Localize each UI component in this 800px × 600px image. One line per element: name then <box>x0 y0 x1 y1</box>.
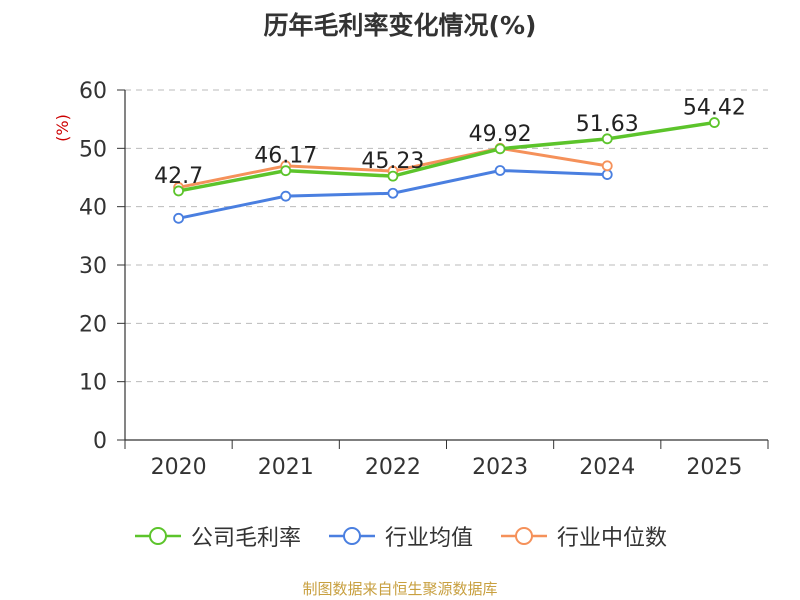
data-label-2023: 49.92 <box>469 122 532 147</box>
legend-marker-industry-median <box>501 527 547 545</box>
y-tick-label-10: 10 <box>79 371 107 396</box>
x-tick-label-2020: 2020 <box>151 455 207 480</box>
y-tick-label-0: 0 <box>93 429 107 454</box>
y-tick-label-60: 60 <box>79 79 107 104</box>
legend: 公司毛利率 行业均值 行业中位数 <box>0 520 800 552</box>
x-tick-label-2024: 2024 <box>579 455 635 480</box>
data-label-2020: 42.7 <box>154 164 203 189</box>
point-0-2024 <box>601 133 613 145</box>
legend-marker-company <box>134 527 181 545</box>
point-1-2020 <box>173 212 184 224</box>
y-tick-label-50: 50 <box>79 137 107 162</box>
data-label-2021: 46.17 <box>254 144 317 169</box>
legend-item-industry-mean[interactable]: 行业均值 <box>327 520 473 552</box>
point-1-2022 <box>387 187 399 199</box>
point-0-2020 <box>173 185 184 197</box>
x-tick-label-2021: 2021 <box>258 455 314 480</box>
x-tick-label-2022: 2022 <box>365 455 421 480</box>
point-1-2024 <box>601 169 613 180</box>
point-1-2021 <box>280 190 292 202</box>
chart-title: 历年毛利率变化情况(%) <box>263 11 537 40</box>
y-tick-label-30: 30 <box>79 254 107 279</box>
legend-item-company[interactable]: 公司毛利率 <box>133 520 301 552</box>
x-tick-label-2025: 2025 <box>686 455 742 480</box>
point-0-2021 <box>280 165 292 177</box>
series-line-0 <box>178 120 715 193</box>
legend-item-industry-median[interactable]: 行业中位数 <box>499 520 667 552</box>
point-1-2023 <box>494 165 506 176</box>
y-tick-label-40: 40 <box>79 196 107 221</box>
y-tick-label-20: 20 <box>79 312 107 337</box>
point-2-2024 <box>601 160 613 172</box>
data-label-2022: 45.23 <box>361 149 424 174</box>
point-0-2023 <box>494 143 506 155</box>
x-tick-label-2023: 2023 <box>472 455 528 480</box>
legend-label-industry-median: 行业中位数 <box>557 526 668 551</box>
legend-label-company: 公司毛利率 <box>190 526 301 551</box>
source-note: 制图数据来自恒生聚源数据库 <box>302 580 498 598</box>
point-0-2025 <box>709 117 720 128</box>
data-label-2024: 51.63 <box>576 112 639 137</box>
point-0-2022 <box>387 170 399 182</box>
y-axis-label: (%) <box>53 114 72 142</box>
legend-label-industry-mean: 行业均值 <box>384 526 473 551</box>
data-label-2025: 54.42 <box>683 96 746 121</box>
legend-marker-industry-mean <box>328 527 375 545</box>
